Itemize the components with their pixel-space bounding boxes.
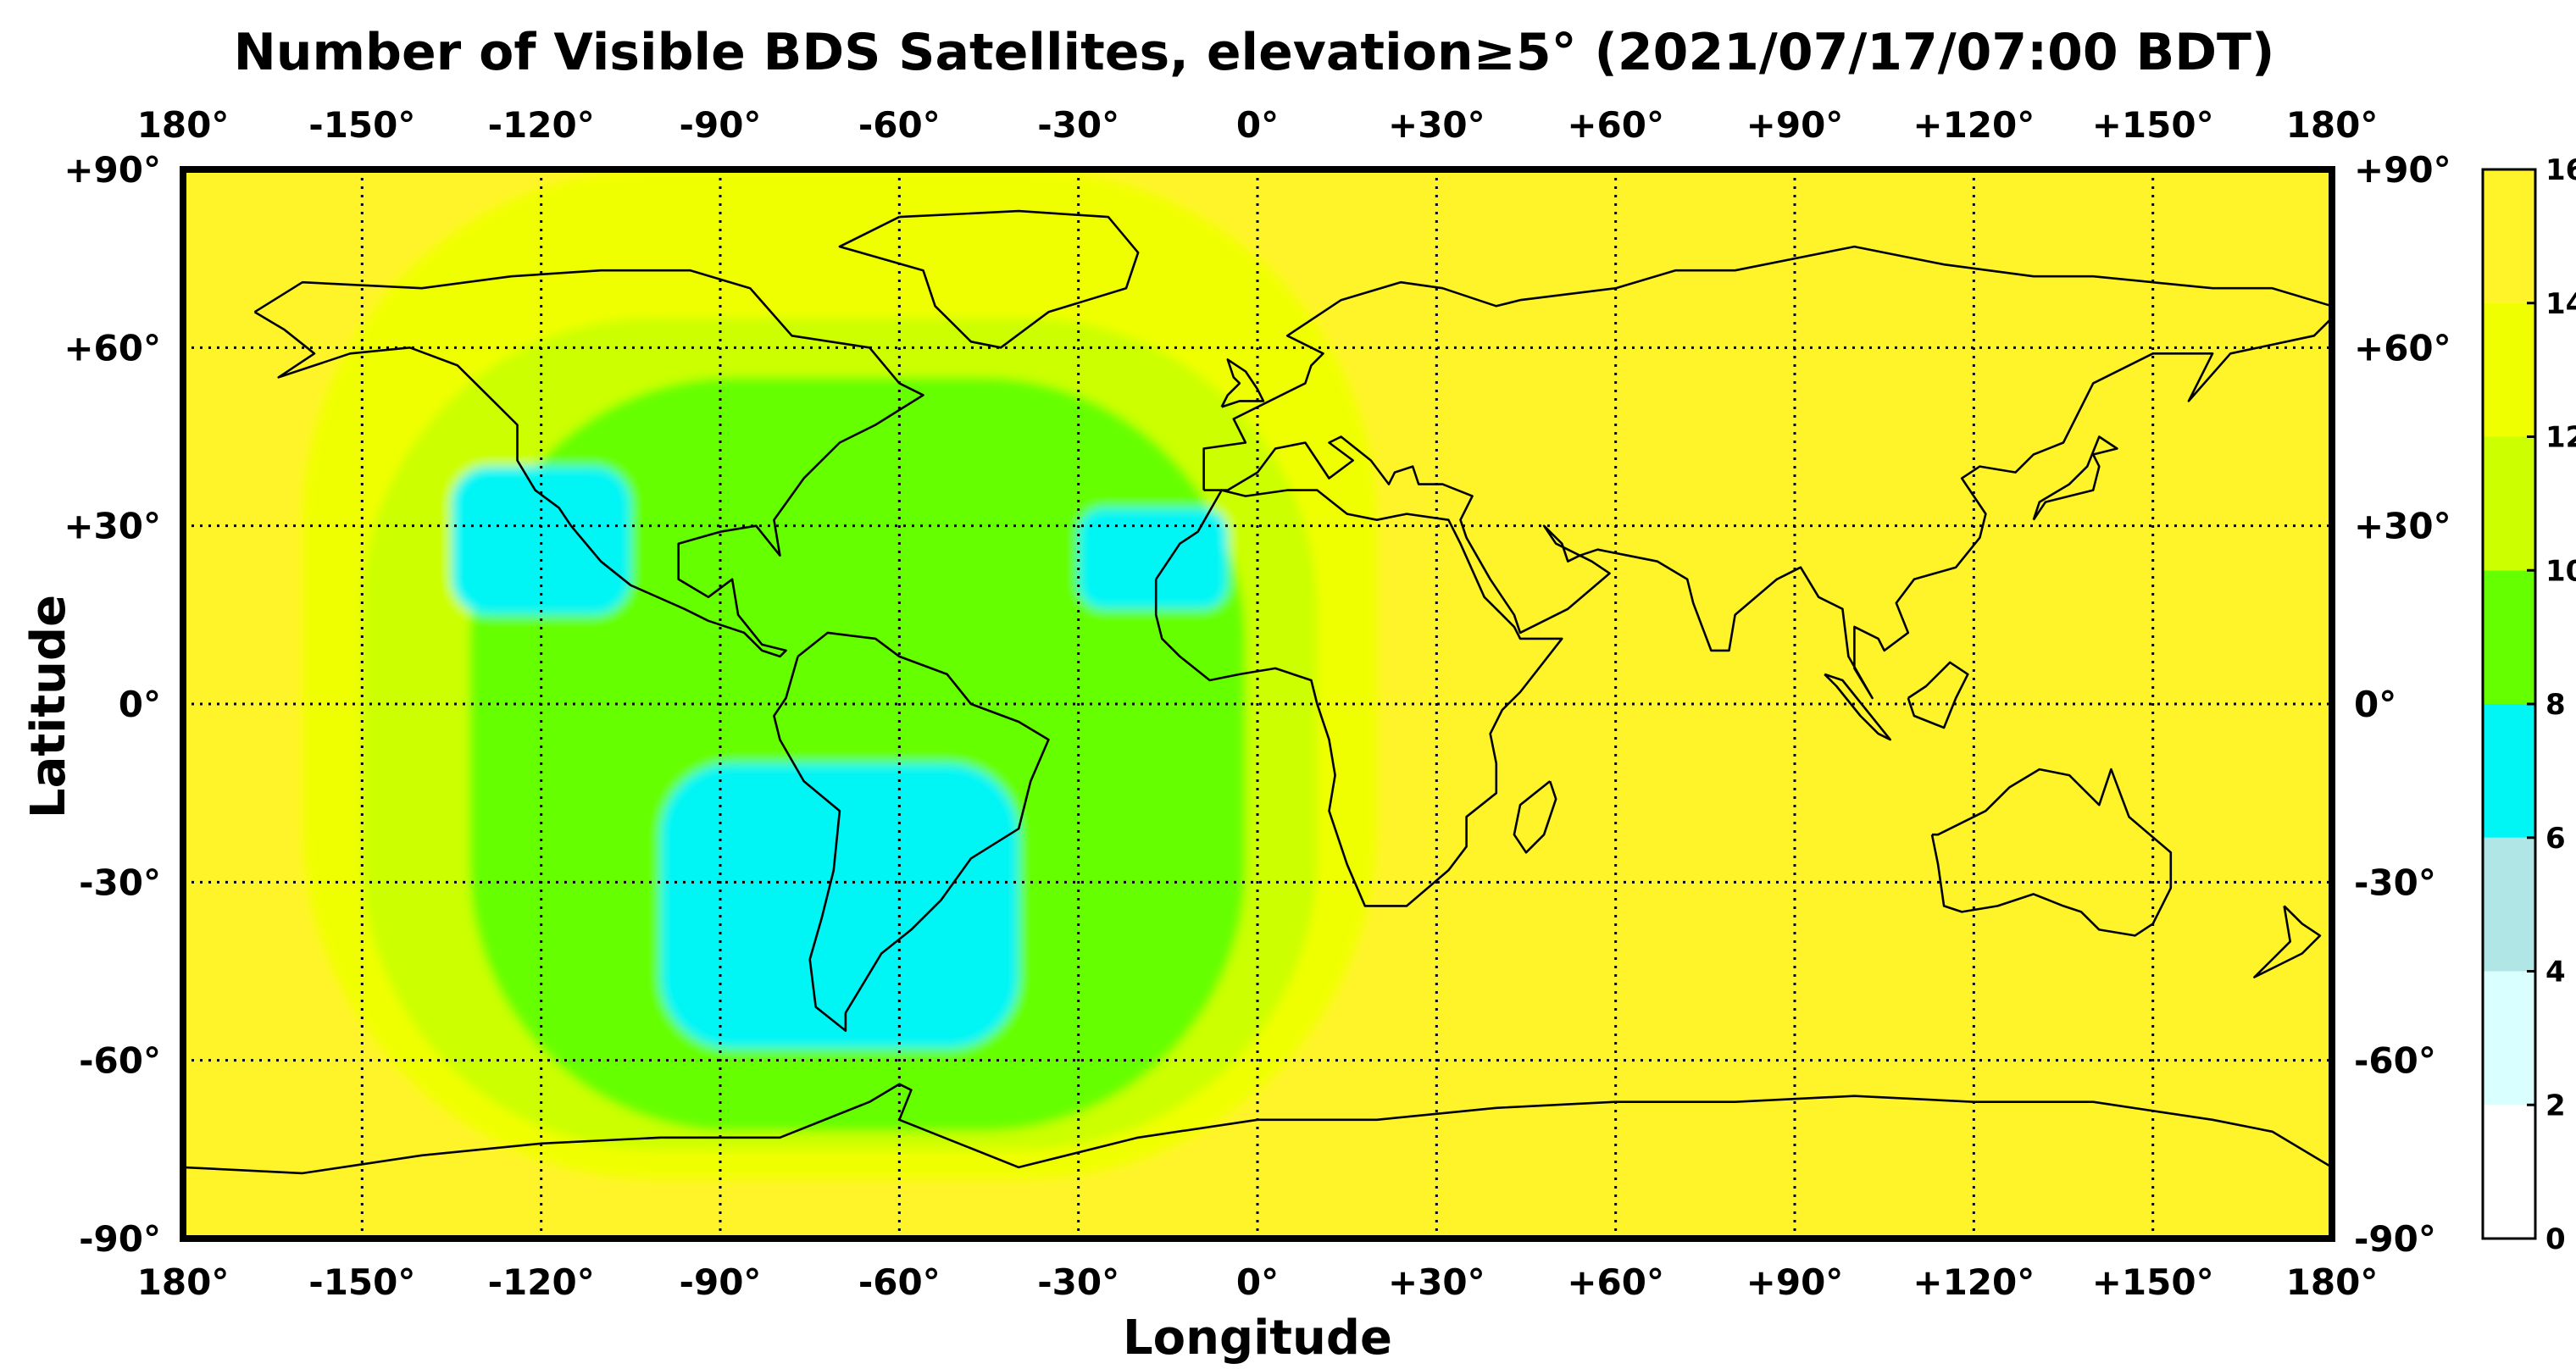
x-tick-label-bottom: +150° <box>2092 1261 2214 1303</box>
heat-regions <box>302 169 1377 1179</box>
coastlines <box>183 209 2332 1175</box>
x-tick-label-bottom: +90° <box>1746 1261 1844 1303</box>
colorbar-tick-label: 4 <box>2545 956 2566 989</box>
x-tick-label-bottom: 0° <box>1236 1261 1279 1303</box>
graticule <box>183 169 2332 1239</box>
x-tick-label-top: 0° <box>1236 104 1279 146</box>
colorbar-bin <box>2483 302 2535 437</box>
y-tick-label-left: -90° <box>79 1218 161 1260</box>
coastline-path <box>2032 435 2118 521</box>
heat-region <box>452 466 631 615</box>
coastline-path <box>1154 489 1563 907</box>
colorbar-bin <box>2483 971 2535 1106</box>
x-tick-label-top: +90° <box>1746 104 1844 146</box>
y-tick-label-right: +30° <box>2354 506 2451 547</box>
colorbar-tick-label: 0 <box>2545 1222 2566 1256</box>
colorbar-bin <box>2483 1105 2535 1239</box>
coastline-path <box>183 1083 2332 1175</box>
colorbar-tick-label: 16 <box>2545 153 2576 187</box>
coastline-path <box>1824 673 1891 741</box>
colorbar-bin <box>2483 436 2535 571</box>
x-tick-label-bottom: 180° <box>137 1261 230 1303</box>
coastline-path <box>1907 661 1969 729</box>
y-tick-label-left: +60° <box>64 327 161 369</box>
colorbar-bin <box>2483 169 2535 303</box>
x-tick-label-bottom: +30° <box>1388 1261 1485 1303</box>
y-tick-label-left: +30° <box>64 506 161 547</box>
coastline-path <box>1202 245 2332 700</box>
coastline-path <box>838 209 1140 349</box>
x-tick-label-top: 180° <box>137 104 230 146</box>
x-tick-label-top: -90° <box>680 104 762 146</box>
colorbar-bin <box>2483 570 2535 704</box>
y-tick-label-right: -30° <box>2354 862 2436 903</box>
colorbar-bin <box>2483 704 2535 838</box>
colorbar-tick-label: 6 <box>2545 822 2566 856</box>
x-tick-label-top: +60° <box>1567 104 1664 146</box>
y-tick-label-right: +90° <box>2354 149 2451 191</box>
x-tick-label-bottom: -90° <box>680 1261 762 1303</box>
coastline-path <box>1513 780 1557 854</box>
map-frame <box>180 166 2335 1242</box>
y-tick-label-right: 0° <box>2354 684 2396 725</box>
colorbar-tick-label: 10 <box>2545 554 2576 588</box>
colorbar-tick-label: 12 <box>2545 421 2576 455</box>
x-tick-label-top: +150° <box>2092 104 2214 146</box>
heat-region <box>1078 507 1228 609</box>
colorbar-bin <box>2483 837 2535 972</box>
x-tick-label-bottom: +120° <box>1913 1261 2035 1303</box>
x-tick-label-top: -60° <box>858 104 941 146</box>
colorbar-tick-label: 8 <box>2545 688 2566 722</box>
tick-labels: 180° 180° -150° -150° -120° -120° -90° -90° -60°… <box>64 104 2451 1303</box>
x-tick-label-top: -30° <box>1037 104 1119 146</box>
y-tick-label-right: -60° <box>2354 1040 2436 1082</box>
x-tick-label-bottom: -120° <box>488 1261 595 1303</box>
colorbar-tick-label: 14 <box>2545 287 2576 321</box>
coastline-path <box>2253 905 2322 978</box>
y-tick-label-left: 0° <box>119 684 161 725</box>
coastline-path <box>773 631 1050 1032</box>
x-tick-label-bottom: +60° <box>1567 1261 1664 1303</box>
coastline-path <box>1220 358 1265 408</box>
x-tick-label-top: +120° <box>1913 104 2035 146</box>
y-tick-label-left: -30° <box>79 862 161 903</box>
x-tick-label-top: 180° <box>2286 104 2379 146</box>
x-tick-label-bottom: -150° <box>308 1261 415 1303</box>
chart-title: Number of Visible BDS Satellites, elevat… <box>234 23 2275 82</box>
x-axis-label: Longitude <box>1123 1311 1392 1366</box>
y-tick-label-left: +90° <box>64 149 161 191</box>
coastline-path <box>253 269 924 658</box>
colorbar: 0 2 4 6 8 10 12 14 16 <box>2481 153 2576 1256</box>
heat-region <box>660 763 1019 1049</box>
y-tick-label-right: -90° <box>2354 1218 2436 1260</box>
y-axis-label: Latitude <box>21 595 76 818</box>
colorbar-tick-label: 2 <box>2545 1089 2566 1122</box>
y-tick-label-left: -60° <box>79 1040 161 1082</box>
y-tick-label-right: +60° <box>2354 327 2451 369</box>
x-tick-label-bottom: -30° <box>1037 1261 1119 1303</box>
x-tick-label-bottom: -60° <box>858 1261 941 1303</box>
x-tick-label-top: +30° <box>1388 104 1485 146</box>
x-tick-label-top: -150° <box>308 104 415 146</box>
x-tick-label-bottom: 180° <box>2286 1261 2379 1303</box>
coastline-path <box>1930 768 2173 937</box>
x-tick-label-top: -120° <box>488 104 595 146</box>
